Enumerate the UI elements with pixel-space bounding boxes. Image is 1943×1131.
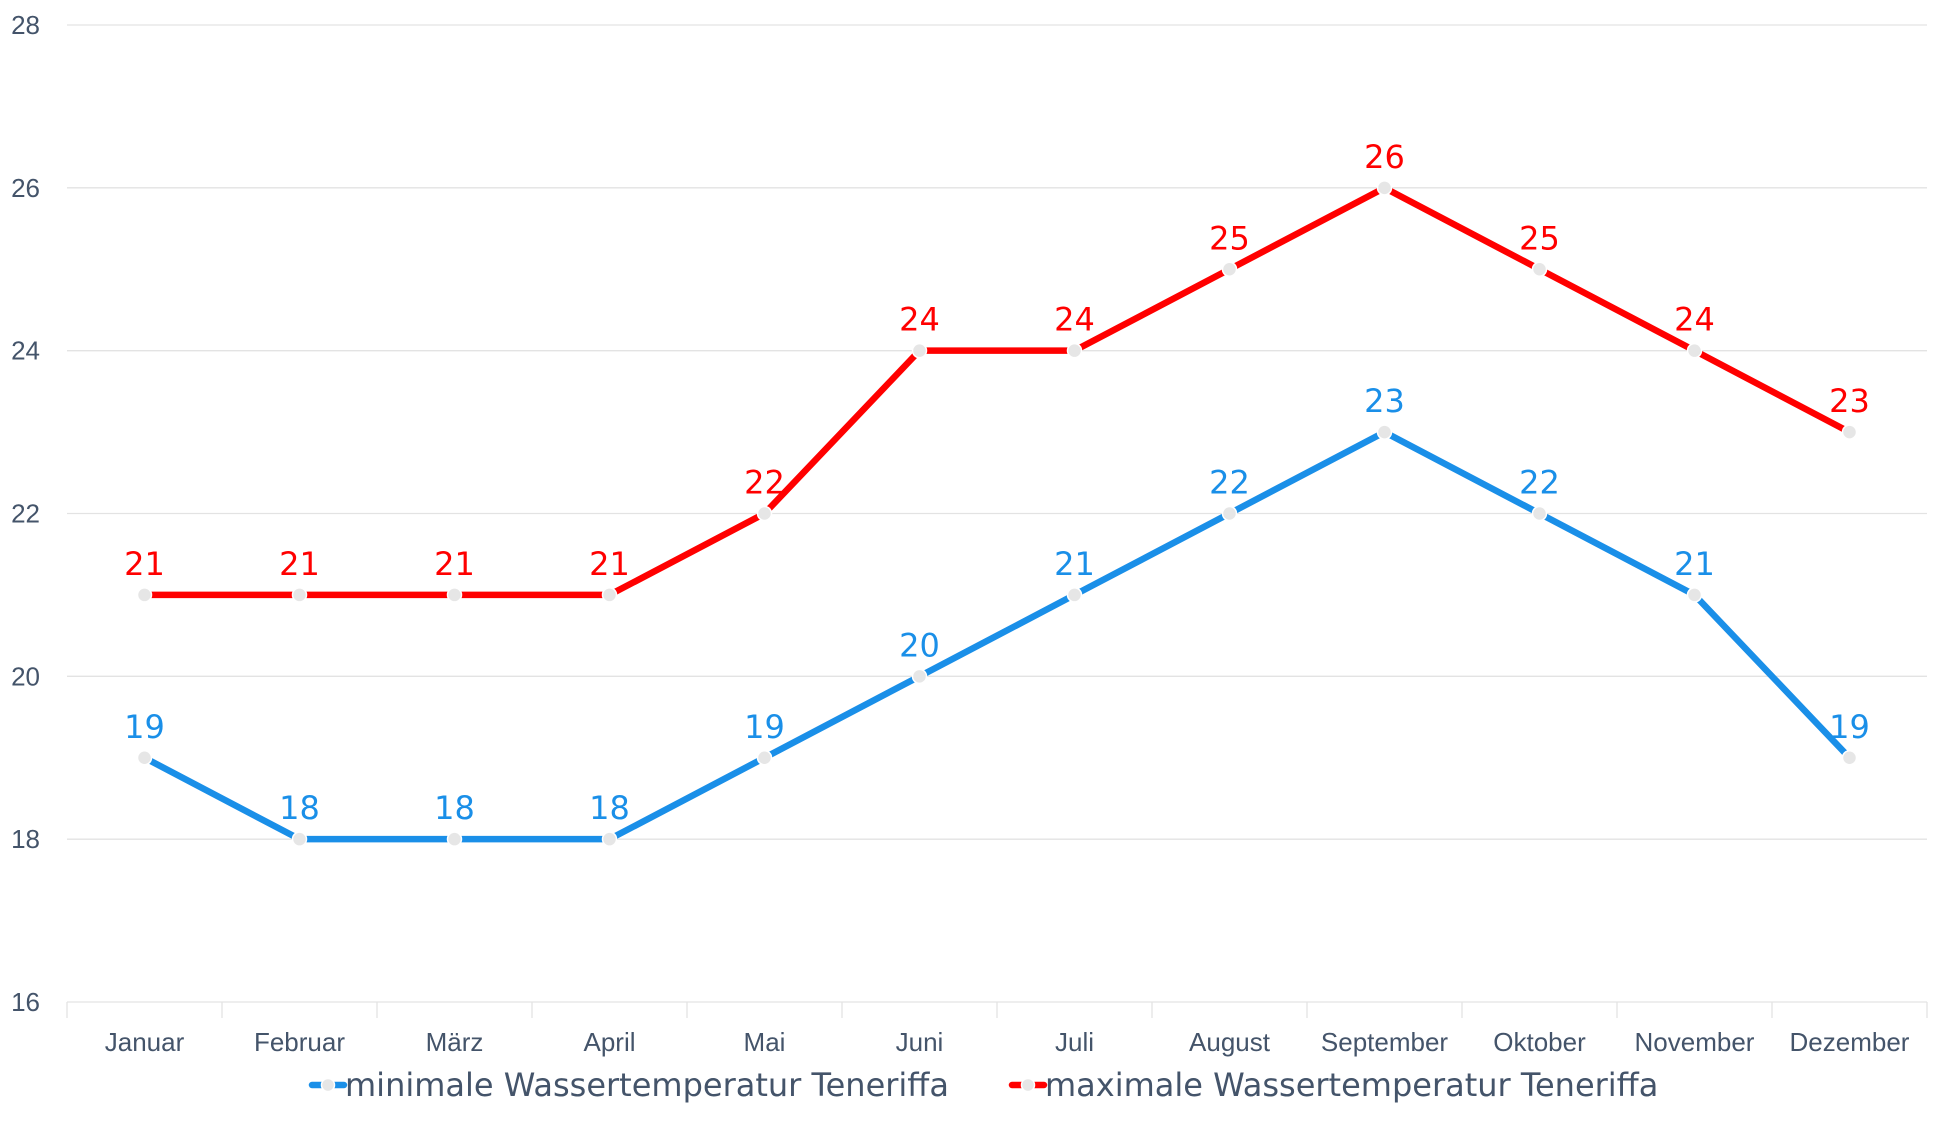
x-tick-label: Dezember (1790, 1027, 1910, 1057)
series-line (141, 428, 1853, 843)
legend-item: minimale Wassertemperatur Teneriffa (308, 1066, 949, 1104)
data-label: 19 (1829, 708, 1870, 746)
legend-swatch-marker (1020, 1077, 1036, 1093)
data-point (1221, 505, 1238, 522)
data-point (756, 505, 773, 522)
data-label: 25 (1209, 219, 1250, 257)
data-label: 18 (434, 789, 475, 827)
x-tick-label: Januar (105, 1027, 185, 1057)
data-point (136, 587, 153, 603)
data-point (1221, 261, 1238, 277)
data-point (601, 587, 618, 603)
data-label: 23 (1829, 382, 1870, 420)
data-label: 23 (1364, 382, 1405, 420)
data-label-layer: 19 18 18 18 19 20 21 22 23 22 21 19 21 21 21 21 22 24 24 25… (124, 138, 1870, 827)
data-label: 25 (1519, 219, 1560, 257)
data-point (1376, 180, 1393, 196)
axis-layer: 16 18 20 22 24 26 28 Januar Februar März April Mai J… (11, 10, 1928, 1057)
data-label: 21 (1674, 545, 1715, 583)
data-point (1066, 342, 1083, 359)
data-label: 22 (744, 464, 785, 502)
x-tick-label: November (1635, 1027, 1755, 1057)
data-point (446, 587, 463, 603)
data-point (1066, 587, 1083, 603)
series-line (141, 184, 1853, 599)
y-tick-label: 18 (11, 824, 40, 854)
x-tick-label: Mai (744, 1027, 786, 1057)
legend-item: maximale Wassertemperatur Teneriffa (1008, 1066, 1658, 1104)
data-label: 18 (279, 789, 320, 827)
legend-label: maximale Wassertemperatur Teneriffa (1045, 1066, 1658, 1104)
data-label: 19 (124, 708, 165, 746)
data-point (446, 831, 463, 847)
x-tick-label: Februar (254, 1027, 345, 1057)
x-tick-label: Juli (1055, 1027, 1094, 1057)
data-label: 24 (899, 301, 940, 339)
y-tick-label: 28 (11, 10, 40, 40)
x-tick-label: Juni (896, 1027, 944, 1057)
data-label: 18 (589, 789, 630, 827)
data-label: 24 (1674, 301, 1715, 339)
legend-label: minimale Wassertemperatur Teneriffa (345, 1066, 949, 1104)
y-tick-label: 20 (11, 661, 40, 691)
data-label: 20 (899, 626, 940, 664)
data-point (1531, 261, 1548, 277)
x-tick-label: September (1321, 1027, 1449, 1057)
x-tick-label: März (426, 1027, 484, 1057)
data-point (601, 831, 618, 847)
data-label: 21 (1054, 545, 1095, 583)
grid-layer (67, 24, 1927, 1003)
data-point (1531, 505, 1548, 522)
data-label: 26 (1364, 138, 1405, 176)
data-label: 21 (279, 545, 320, 583)
data-point (1841, 424, 1858, 440)
x-tick-label: August (1189, 1027, 1271, 1057)
data-point (756, 750, 773, 766)
data-label: 22 (1209, 464, 1250, 502)
data-label: 19 (744, 708, 785, 746)
series-layer (136, 180, 1858, 847)
data-point (1686, 587, 1703, 603)
data-point (291, 831, 308, 847)
data-label: 21 (124, 545, 165, 583)
data-point (291, 587, 308, 603)
y-tick-label: 26 (11, 173, 40, 203)
x-tick-label: April (583, 1027, 635, 1057)
y-tick-label: 24 (11, 336, 40, 366)
data-point (911, 668, 928, 685)
data-label: 21 (589, 545, 630, 583)
data-point (1841, 750, 1858, 766)
data-point (1686, 342, 1703, 359)
data-point (136, 750, 153, 766)
x-tick-label: Oktober (1493, 1027, 1586, 1057)
legend-swatch-marker (320, 1077, 336, 1093)
data-label: 21 (434, 545, 475, 583)
data-point (1376, 424, 1393, 440)
data-label: 24 (1054, 301, 1095, 339)
data-label: 22 (1519, 464, 1560, 502)
y-tick-label: 22 (11, 499, 40, 529)
legend: minimale Wassertemperatur Teneriffa maxim… (308, 1066, 1658, 1104)
y-tick-label: 16 (11, 987, 40, 1017)
data-point (911, 342, 928, 359)
